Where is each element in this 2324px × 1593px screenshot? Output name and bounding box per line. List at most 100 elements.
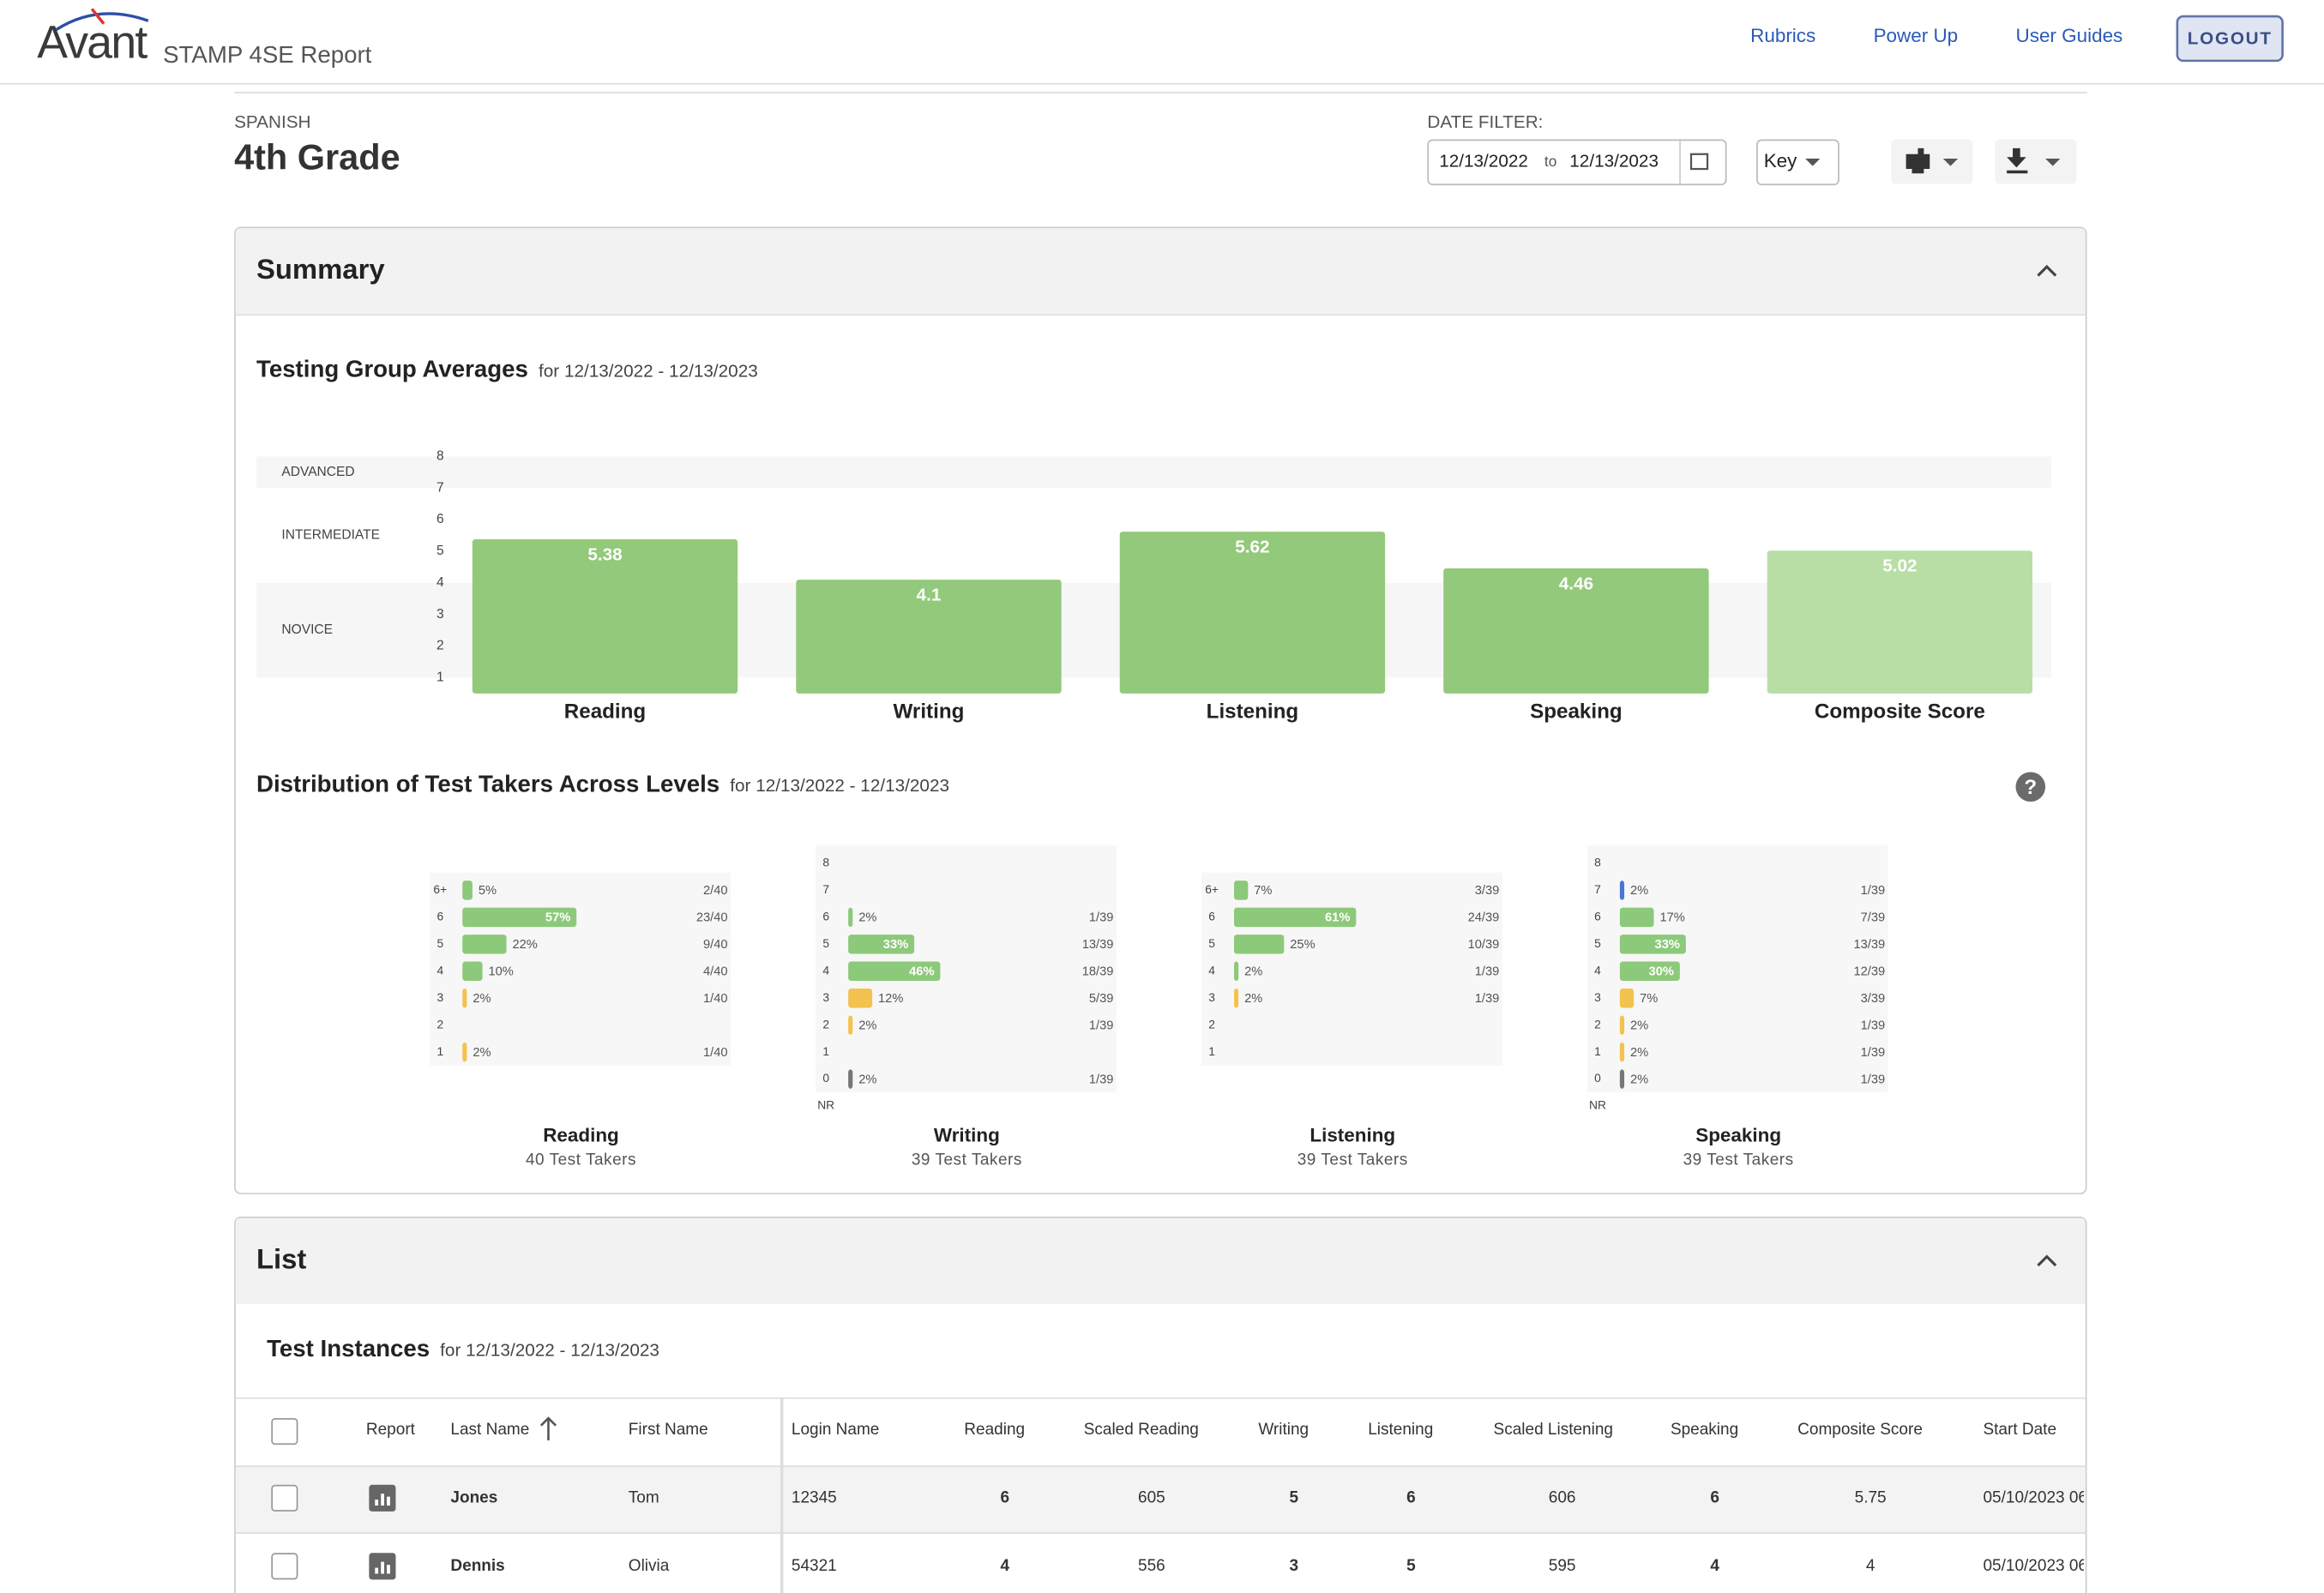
bar-value-label: 2% — [858, 911, 876, 925]
column-header[interactable]: Login Name — [792, 1421, 879, 1439]
report-icon-bar — [375, 1500, 379, 1506]
table-cell: 05/10/2023 06 — [1983, 1488, 2087, 1506]
x-tick-label: Composite Score — [1815, 700, 1985, 724]
bar-value-label: 46% — [909, 965, 934, 979]
panel-header[interactable] — [235, 228, 2086, 315]
logout-label[interactable]: LOGOUT — [2188, 28, 2273, 48]
collapse-chevron[interactable] — [2037, 264, 2057, 277]
table-cell: 3 — [1290, 1557, 1299, 1575]
language: SPANISH — [234, 112, 310, 132]
key-dropdown[interactable] — [1756, 139, 1839, 186]
brand: Avant — [37, 18, 148, 69]
bar — [848, 961, 941, 982]
key-label[interactable]: Key — [1764, 150, 1797, 171]
date-to[interactable]: 12/13/2023 — [1569, 152, 1659, 171]
y-tick-label: 2 — [437, 639, 444, 653]
count-label: 1/39 — [1475, 965, 1500, 979]
bar-value-label: 33% — [883, 938, 908, 952]
count-label: 5/39 — [1089, 992, 1114, 1006]
bar — [796, 580, 1062, 694]
count-label: 1/40 — [703, 992, 728, 1006]
column-header[interactable]: Composite Score — [1797, 1421, 1923, 1439]
bar-value-label: 12% — [878, 992, 903, 1006]
level-label: ADVANCED — [281, 465, 354, 479]
nav-link[interactable]: Power Up — [1874, 25, 1959, 46]
bar-value-label: 7% — [1640, 992, 1658, 1006]
bar — [848, 988, 873, 1008]
count-label: 7/39 — [1861, 911, 1886, 925]
level-label: NOVICE — [281, 622, 333, 637]
print-button[interactable] — [1891, 139, 1973, 184]
column-header: Report — [366, 1421, 416, 1439]
chart-subtitle: for 12/13/2022 - 12/13/2023 — [539, 361, 758, 381]
column-header[interactable]: Listening — [1368, 1421, 1433, 1439]
count-label: 1/39 — [1089, 1073, 1114, 1086]
column-header[interactable]: Reading — [964, 1421, 1025, 1439]
bar-value-label: 2% — [1630, 1019, 1648, 1032]
count-label: 10/39 — [1468, 938, 1500, 952]
bar-value-label: 2% — [1244, 992, 1262, 1006]
table-cell: 556 — [1138, 1557, 1165, 1575]
y-tick-label: 3 — [437, 607, 444, 622]
table-cell: 4 — [1710, 1557, 1719, 1575]
column-header[interactable]: Scaled Listening — [1494, 1421, 1613, 1439]
row-checkbox[interactable] — [271, 1553, 298, 1580]
calendar-icon[interactable] — [1689, 153, 1709, 171]
sort-icon[interactable] — [539, 1416, 557, 1440]
level-label: NR — [1589, 1098, 1606, 1112]
report-icon-bar — [387, 1565, 390, 1574]
bar-value-label: 7% — [1254, 884, 1272, 898]
panel-title[interactable]: List — [256, 1242, 306, 1274]
download-button[interactable] — [1995, 139, 2077, 184]
bar — [848, 1069, 853, 1089]
level-label: 7 — [822, 882, 829, 896]
column-header[interactable]: Last Name — [450, 1421, 529, 1439]
level-label: 0 — [822, 1071, 829, 1085]
x-tick-label: Reading — [564, 700, 646, 724]
bar — [1233, 961, 1239, 982]
bar-value-label: 10% — [488, 965, 513, 979]
level-label: 6 — [1208, 910, 1215, 923]
level-label: INTERMEDIATE — [281, 528, 380, 543]
table-cell: 6 — [1710, 1488, 1719, 1506]
bar — [1619, 935, 1686, 954]
table-cell: 54321 — [792, 1557, 837, 1575]
table-cell: 5 — [1290, 1488, 1299, 1506]
date-from[interactable]: 12/13/2022 — [1439, 152, 1528, 171]
table-cell: Tom — [629, 1488, 659, 1506]
count-label: 1/39 — [1861, 1046, 1886, 1060]
row-checkbox[interactable] — [271, 1484, 298, 1512]
table-cell: 6 — [1001, 1488, 1010, 1506]
logout-button[interactable] — [2176, 15, 2284, 63]
column-header[interactable]: Writing — [1258, 1421, 1309, 1439]
bar — [462, 935, 507, 954]
count-label: 1/39 — [1089, 1019, 1114, 1032]
count-label: 1/39 — [1089, 911, 1114, 925]
nav-link[interactable]: Rubrics — [1750, 25, 1815, 46]
level-label: 5 — [1208, 936, 1215, 950]
column-header[interactable]: First Name — [629, 1421, 708, 1439]
column-header[interactable]: Speaking — [1671, 1421, 1738, 1439]
collapse-chevron[interactable] — [2037, 1254, 2057, 1267]
chart-background — [1201, 872, 1502, 1066]
table-cell: 4 — [1866, 1557, 1875, 1575]
bar-value-label: 22% — [512, 938, 537, 952]
column-header[interactable]: Start Date — [1983, 1421, 2056, 1439]
count-label: 24/39 — [1468, 911, 1500, 925]
help-icon[interactable] — [2015, 772, 2046, 803]
y-tick-label: 1 — [437, 670, 444, 685]
chart-name: Speaking — [1695, 1125, 1781, 1146]
bar-value-label: 5% — [479, 884, 497, 898]
table-cell: 4 — [1001, 1557, 1010, 1575]
column-header[interactable]: Scaled Reading — [1084, 1421, 1199, 1439]
bar — [1619, 881, 1625, 900]
bar-value-label: 5.62 — [1235, 538, 1269, 557]
panel-title[interactable]: Summary — [256, 253, 385, 285]
select-all-checkbox[interactable] — [271, 1418, 298, 1446]
table-cell: Olivia — [629, 1557, 670, 1575]
panel-header[interactable] — [235, 1217, 2086, 1304]
count-label: 13/39 — [1853, 938, 1885, 952]
date-input[interactable] — [1427, 139, 1727, 186]
level-label: 3 — [437, 990, 443, 1004]
nav-link[interactable]: User Guides — [2016, 25, 2123, 46]
